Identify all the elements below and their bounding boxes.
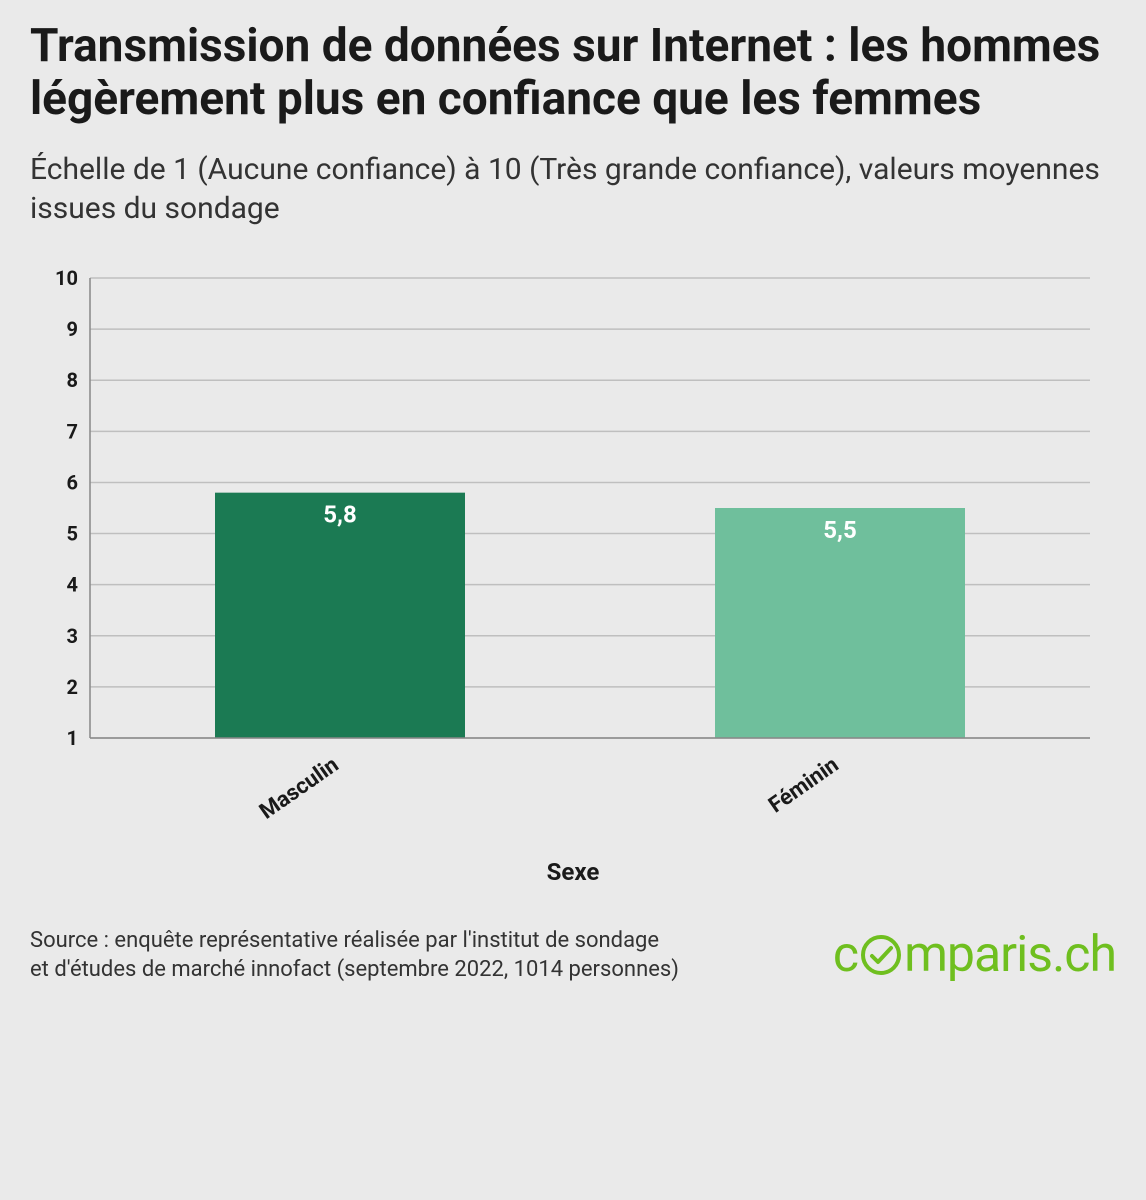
- x-axis-label: Sexe: [30, 858, 1116, 886]
- svg-text:6: 6: [67, 470, 78, 494]
- svg-text:Masculin: Masculin: [255, 752, 343, 824]
- svg-text:2: 2: [67, 675, 78, 699]
- chart-title: Transmission de données sur Internet : l…: [30, 20, 1116, 126]
- svg-text:9: 9: [67, 317, 78, 341]
- bar-chart-svg: 1 2 3 4 5 6 7 8 9 10 5,8 Masculin 5,5 Féminin: [30, 258, 1116, 838]
- logo-text-pre: c: [833, 926, 858, 984]
- svg-text:4: 4: [67, 572, 78, 596]
- bar-chart: 1 2 3 4 5 6 7 8 9 10 5,8 Masculin 5,5 Féminin: [30, 258, 1116, 838]
- svg-text:5: 5: [67, 521, 78, 545]
- svg-text:1: 1: [67, 726, 78, 750]
- logo-text-post: mparis.ch: [904, 926, 1116, 984]
- svg-text:Féminin: Féminin: [764, 752, 843, 818]
- svg-text:3: 3: [67, 624, 78, 648]
- svg-text:5,8: 5,8: [323, 500, 356, 528]
- svg-text:8: 8: [67, 368, 78, 392]
- svg-text:7: 7: [67, 419, 78, 443]
- logo-check-icon: [860, 934, 902, 976]
- chart-subtitle: Échelle de 1 (Aucune confiance) à 10 (Tr…: [30, 150, 1116, 228]
- comparis-logo: c mparis.ch: [833, 926, 1116, 984]
- chart-footer: Source : enquête représentative réalisée…: [30, 926, 1116, 985]
- svg-text:10: 10: [55, 266, 78, 290]
- svg-text:5,5: 5,5: [823, 516, 856, 544]
- source-text: Source : enquête représentative réalisée…: [30, 926, 680, 985]
